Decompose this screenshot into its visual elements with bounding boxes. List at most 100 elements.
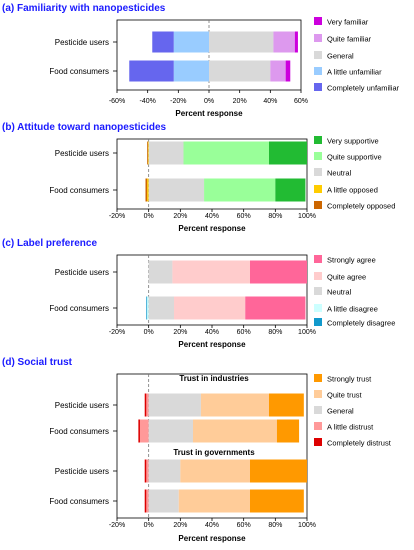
x-tick-label: 40% xyxy=(263,98,277,105)
legend-swatch xyxy=(314,438,322,446)
bar-segment xyxy=(173,31,209,53)
legend-label: Strongly agree xyxy=(327,256,376,265)
bar-segment xyxy=(209,31,274,53)
group-label: Trust in governments xyxy=(173,448,255,457)
bar-segment xyxy=(178,489,250,513)
panel-title: (a) Familiarity with nanopesticides xyxy=(2,3,166,14)
legend-swatch xyxy=(314,201,322,209)
bar-segment xyxy=(144,459,147,483)
x-tick-label: 100% xyxy=(298,329,316,336)
bar-segment xyxy=(276,419,300,443)
panel-1: (a) Familiarity with nanopesticides Pesti… xyxy=(2,3,400,118)
bar-segment xyxy=(148,489,179,513)
legend-label: Quite supportive xyxy=(327,153,382,162)
x-tick-label: 80% xyxy=(268,213,282,220)
category-label: Food consumers xyxy=(49,67,109,76)
bar-segment xyxy=(273,31,295,53)
legend-swatch xyxy=(314,83,322,91)
x-tick-label: 40% xyxy=(205,522,219,529)
bar-segment xyxy=(146,393,149,417)
legend-label: Neutral xyxy=(327,288,352,297)
x-tick-label: 40% xyxy=(205,329,219,336)
bar-segment xyxy=(148,393,201,417)
bar-segment xyxy=(275,178,306,202)
legend-swatch xyxy=(314,136,322,144)
legend-swatch xyxy=(314,152,322,160)
x-tick-label: 0% xyxy=(144,213,154,220)
legend-swatch xyxy=(314,34,322,42)
x-tick-label: -20% xyxy=(170,98,186,105)
panel-title: (b) Attitude toward nanopesticides xyxy=(2,122,167,133)
category-label: Pesticide users xyxy=(55,268,109,277)
x-tick-label: -20% xyxy=(109,329,125,336)
bar-segment xyxy=(138,419,140,443)
panel-title: (c) Label preference xyxy=(2,238,97,249)
bar-segment xyxy=(148,419,193,443)
x-tick-label: 0% xyxy=(144,522,154,529)
bar-segment xyxy=(148,141,184,165)
legend-label: General xyxy=(327,52,354,61)
legend-swatch xyxy=(314,185,322,193)
bar-segment xyxy=(209,60,271,82)
bar-segment xyxy=(250,459,307,483)
legend-label: Completely unfamiliar xyxy=(327,84,400,93)
bar-segment xyxy=(152,31,174,53)
legend-label: General xyxy=(327,407,354,416)
legend-label: Quite familiar xyxy=(327,35,372,44)
x-tick-label: 20% xyxy=(173,213,187,220)
bar-segment xyxy=(172,260,250,284)
legend-swatch xyxy=(314,406,322,414)
x-tick-label: 20% xyxy=(173,329,187,336)
x-tick-label: 60% xyxy=(237,522,251,529)
bar-segment xyxy=(139,419,149,443)
bar-segment xyxy=(147,141,149,165)
bar-segment xyxy=(285,60,291,82)
bar-segment xyxy=(144,489,147,513)
bar-segment xyxy=(147,141,148,165)
legend-swatch xyxy=(314,255,322,263)
x-axis-label: Percent response xyxy=(178,534,246,543)
legend-label: A little distrust xyxy=(327,423,374,432)
bar-segment xyxy=(148,459,181,483)
category-label: Food consumers xyxy=(49,186,109,195)
bar-segment xyxy=(147,296,149,320)
x-tick-label: -40% xyxy=(139,98,155,105)
legend-swatch xyxy=(314,272,322,280)
bar-segment xyxy=(148,296,174,320)
bar-segment xyxy=(270,60,286,82)
x-tick-label: 100% xyxy=(298,213,316,220)
bar-segment xyxy=(129,60,174,82)
legend-swatch xyxy=(314,374,322,382)
group-label: Trust in industries xyxy=(179,374,249,383)
bar-segment xyxy=(204,178,276,202)
legend-label: A little opposed xyxy=(327,186,378,195)
bar-segment xyxy=(269,393,304,417)
x-tick-label: 100% xyxy=(298,522,316,529)
bar-segment xyxy=(148,260,173,284)
bar-segment xyxy=(250,260,307,284)
legend-swatch xyxy=(314,318,322,326)
legend-label: Completely opposed xyxy=(327,202,395,211)
bar-segment xyxy=(174,296,246,320)
bar-segment xyxy=(180,459,250,483)
x-tick-label: 80% xyxy=(268,522,282,529)
bar-segment xyxy=(144,393,147,417)
x-tick-label: 80% xyxy=(268,329,282,336)
x-tick-label: -20% xyxy=(109,213,125,220)
legend-swatch xyxy=(314,287,322,295)
legend-swatch xyxy=(314,67,322,75)
legend-label: Completely distrust xyxy=(327,439,392,448)
x-tick-label: 40% xyxy=(205,213,219,220)
x-tick-label: 60% xyxy=(237,329,251,336)
panel-3: (c) Label preference Pesticide users Food … xyxy=(2,238,395,349)
legend-swatch xyxy=(314,168,322,176)
panel-title: (d) Social trust xyxy=(2,357,73,368)
x-axis-label: Percent response xyxy=(178,224,246,233)
bar-segment xyxy=(250,489,304,513)
category-label: Food consumers xyxy=(49,497,109,506)
category-label: Pesticide users xyxy=(55,467,109,476)
x-tick-label: 60% xyxy=(237,213,251,220)
legend-label: Very familiar xyxy=(327,18,369,27)
legend-swatch xyxy=(314,390,322,398)
bar-segment xyxy=(146,296,148,320)
